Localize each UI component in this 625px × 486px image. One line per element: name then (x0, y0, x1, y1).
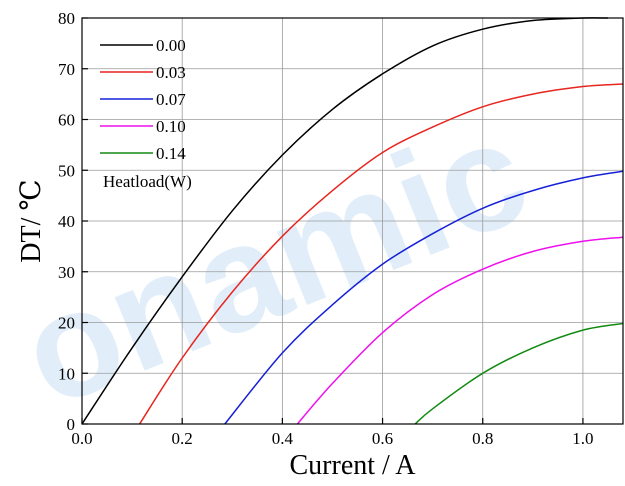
series-layer (81, 17, 624, 425)
series-line-0.07 (224, 170, 624, 425)
y-tick-label: 60 (58, 111, 75, 130)
x-axis: 0.0 0.2 0.4 0.6 0.8 1.0 (71, 418, 594, 448)
x-tick-label: 0.6 (372, 429, 393, 448)
series-line-0.10 (296, 236, 624, 425)
legend-label: 0.03 (156, 63, 186, 82)
legend: 0.00 0.03 0.07 0.10 0.14 Heatload(W) (100, 36, 192, 191)
x-axis-title: Current / A (290, 450, 417, 481)
y-axis: 0 10 20 30 40 50 60 70 80 (58, 9, 88, 434)
x-tick-label: 0.0 (71, 429, 92, 448)
y-tick-label: 40 (58, 212, 75, 231)
y-axis-title: DT/ ℃ (16, 179, 47, 262)
y-tick-label: 80 (58, 9, 75, 28)
legend-label: 0.10 (156, 117, 186, 136)
legend-title: Heatload(W) (103, 172, 192, 191)
legend-label: 0.14 (156, 144, 186, 163)
series-line-0.00 (81, 17, 609, 425)
x-tick-label: 1.0 (572, 429, 593, 448)
legend-label: 0.07 (156, 90, 186, 109)
y-tick-label: 50 (58, 161, 75, 180)
legend-label: 0.00 (156, 36, 186, 55)
x-tick-label: 0.4 (272, 429, 294, 448)
y-tick-label: 0 (67, 415, 76, 434)
x-tick-label: 0.2 (172, 429, 193, 448)
series-line-0.14 (414, 322, 624, 425)
y-tick-label: 30 (58, 263, 75, 282)
x-tick-label: 0.8 (472, 429, 493, 448)
y-tick-label: 70 (58, 60, 75, 79)
series-line-0.03 (138, 83, 624, 425)
y-tick-label: 20 (58, 314, 75, 333)
y-tick-label: 10 (58, 364, 75, 383)
